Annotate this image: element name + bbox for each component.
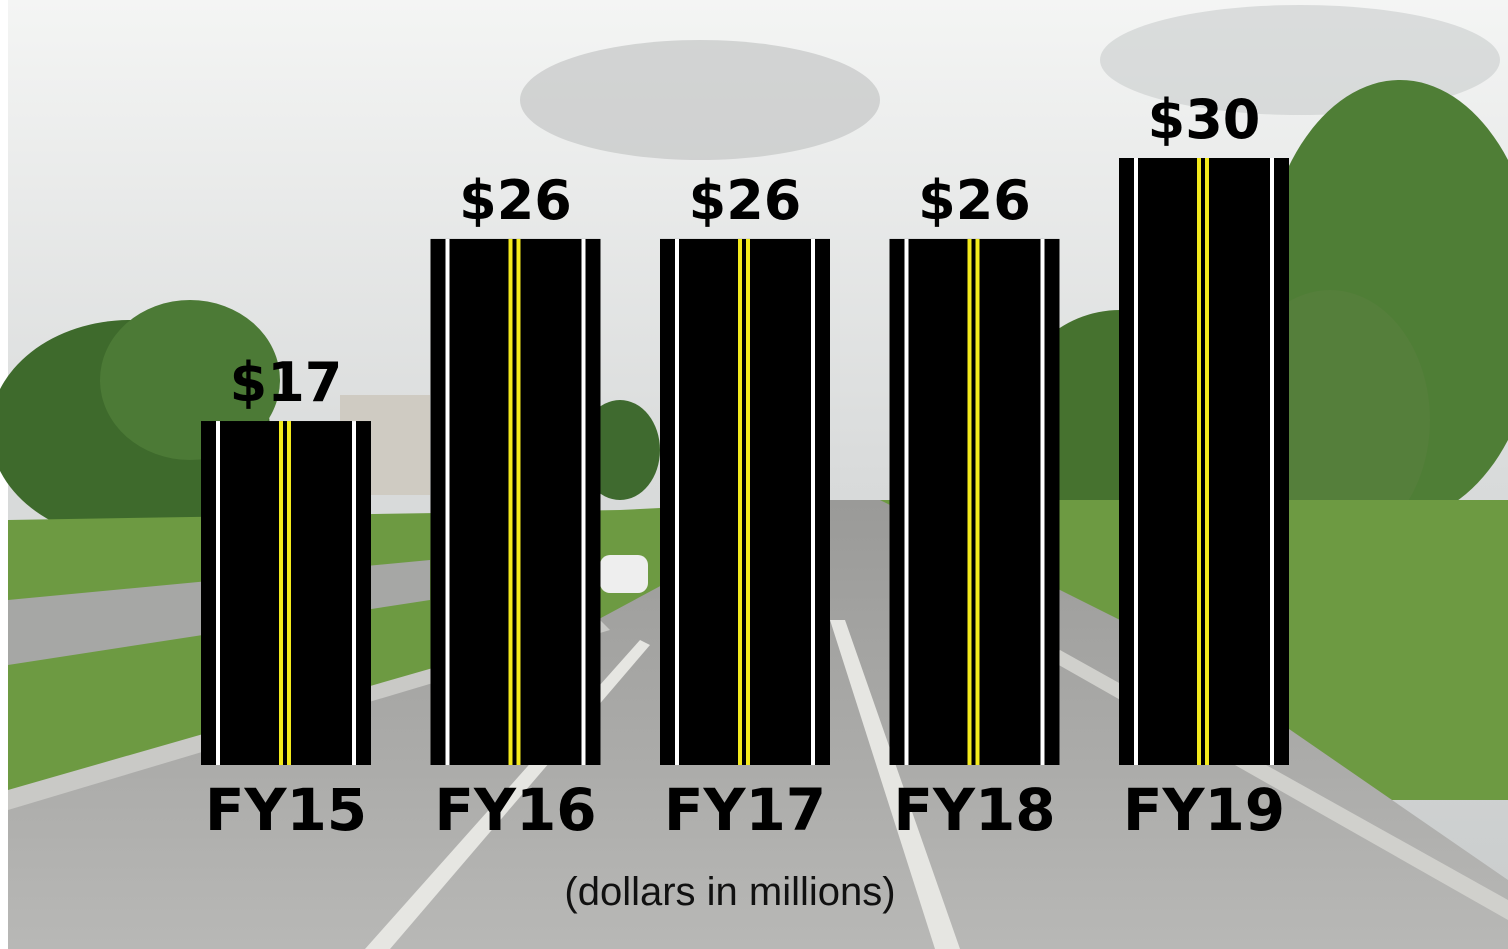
center-line	[279, 421, 283, 765]
center-line	[746, 239, 750, 765]
center-line	[287, 421, 291, 765]
x-tick-label: FY19	[1123, 776, 1285, 844]
x-tick-label: FY16	[434, 776, 596, 844]
page: {"chart_data": {"type": "bar", "subtitle…	[0, 0, 1508, 949]
bar	[660, 239, 830, 765]
lane-line	[446, 239, 450, 765]
lane-line	[905, 239, 909, 765]
lane-line	[811, 239, 815, 765]
bar	[201, 421, 371, 765]
x-tick-label: FY18	[893, 776, 1055, 844]
center-line	[517, 239, 521, 765]
center-line	[509, 239, 513, 765]
lane-line	[1041, 239, 1045, 765]
value-label: $26	[459, 169, 572, 232]
value-label: $30	[1148, 88, 1261, 151]
lane-line	[1270, 158, 1274, 765]
center-line	[738, 239, 742, 765]
x-tick-label: FY15	[205, 776, 367, 844]
bar	[431, 239, 601, 765]
value-label: $17	[230, 351, 343, 414]
center-line	[968, 239, 972, 765]
center-line	[1205, 158, 1209, 765]
lane-line	[352, 421, 356, 765]
lane-line	[216, 421, 220, 765]
lane-line	[675, 239, 679, 765]
center-line	[976, 239, 980, 765]
chart: (dollars in millions) $17 FY15 $26 FY16 $26 F…	[0, 0, 1508, 949]
x-tick-label: FY17	[664, 776, 826, 844]
subtitle: (dollars in millions)	[564, 870, 895, 914]
value-label: $26	[689, 169, 802, 232]
lane-line	[582, 239, 586, 765]
bar	[1119, 158, 1289, 765]
value-label: $26	[918, 169, 1031, 232]
lane-line	[1134, 158, 1138, 765]
bar	[890, 239, 1060, 765]
center-line	[1197, 158, 1201, 765]
